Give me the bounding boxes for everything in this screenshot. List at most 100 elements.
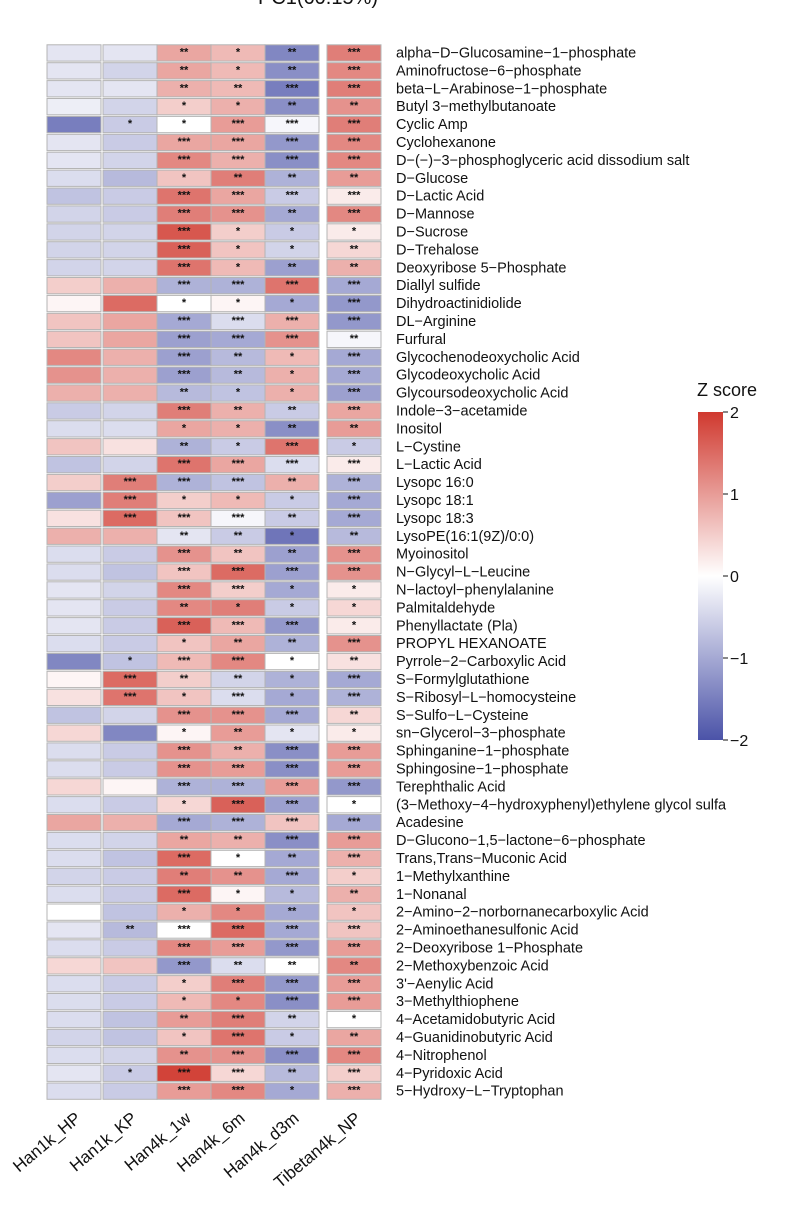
heatmap-cell (46, 849, 102, 868)
row-label: Aminofructose−6−phosphate (396, 63, 581, 79)
heatmap-cell (46, 509, 102, 528)
heatmap-cell (46, 62, 102, 80)
heatmap-cell (46, 115, 102, 134)
significance-mark: *** (286, 279, 300, 291)
heatmap-cell (326, 1064, 382, 1082)
heatmap-cell (46, 742, 102, 760)
heatmap-cell (264, 62, 320, 80)
heatmap-cell (46, 831, 102, 850)
significance-mark: *** (124, 494, 138, 506)
significance-mark: ** (234, 82, 243, 94)
heatmap-cell (264, 670, 320, 689)
significance-mark: *** (348, 1085, 362, 1097)
significance-mark: * (290, 601, 295, 613)
significance-mark: ** (180, 64, 189, 76)
heatmap-cell (46, 1028, 102, 1047)
heatmap-cell (102, 867, 158, 886)
significance-mark: * (352, 870, 357, 882)
legend-colorbar (698, 412, 723, 740)
significance-mark: * (182, 1031, 187, 1043)
significance-mark: * (236, 995, 241, 1007)
heatmap-cell (102, 330, 158, 349)
significance-mark: *** (178, 405, 192, 417)
significance-mark: *** (348, 351, 362, 363)
heatmap-cell (46, 688, 102, 707)
significance-mark: ** (350, 261, 359, 273)
heatmap-cell (326, 581, 382, 599)
significance-mark: *** (232, 154, 246, 166)
significance-mark: *** (178, 709, 192, 721)
heatmap-cell (264, 115, 320, 134)
significance-mark: * (182, 691, 187, 703)
significance-mark: ** (180, 870, 189, 882)
significance-mark: * (236, 494, 241, 506)
heatmap-cell (102, 1028, 158, 1047)
row-label: 4−Pyridoxic Acid (396, 1066, 503, 1082)
legend-tick-label: 1 (730, 487, 739, 504)
significance-mark: *** (178, 816, 192, 828)
heatmap-cell (264, 814, 320, 832)
row-label: N−Glycyl−L−Leucine (396, 565, 530, 581)
significance-mark: ** (288, 422, 297, 434)
row-label: Deoxyribose 5−Phosphate (396, 260, 567, 276)
heatmap-cell (102, 151, 158, 169)
significance-mark: * (290, 226, 295, 238)
heatmap-cell (326, 98, 382, 116)
heatmap-cell (264, 939, 320, 957)
heatmap-cell (264, 545, 320, 563)
significance-mark: *** (348, 1067, 362, 1079)
significance-mark: *** (232, 655, 246, 667)
heatmap-cell (264, 420, 320, 438)
heatmap-cell (102, 563, 158, 581)
significance-mark: * (352, 798, 357, 810)
significance-mark: *** (178, 548, 192, 560)
significance-mark: *** (348, 924, 362, 936)
row-label: Sphinganine−1−phosphate (396, 744, 569, 760)
significance-mark: * (352, 601, 357, 613)
significance-mark: *** (124, 673, 138, 685)
row-label: Glycodeoxycholic Acid (396, 368, 540, 384)
heatmap-cell (102, 205, 158, 223)
heatmap-cell (46, 1082, 102, 1100)
significance-mark: *** (178, 279, 192, 291)
heatmap-cell (264, 652, 320, 671)
significance-mark: *** (232, 279, 246, 291)
significance-mark: ** (350, 1031, 359, 1043)
heatmap-cell (264, 169, 320, 187)
significance-mark: *** (178, 154, 192, 166)
row-label: 3'−Aenylic Acid (396, 976, 493, 992)
significance-mark: *** (286, 136, 300, 148)
significance-mark: * (290, 673, 295, 685)
heatmap-cell (326, 778, 382, 796)
row-label: Myoinositol (396, 547, 469, 563)
heatmap-cell (46, 151, 102, 169)
significance-mark: *** (348, 405, 362, 417)
heatmap-cell (46, 438, 102, 456)
heatmap-cell (326, 80, 382, 98)
significance-mark: *** (232, 566, 246, 578)
legend-ticks: 2 1 0 −1 −2 (723, 405, 748, 750)
significance-mark: *** (178, 226, 192, 238)
significance-mark: *** (178, 190, 192, 202)
heatmap-cell (102, 294, 158, 313)
heatmap-cell (102, 80, 158, 98)
significance-mark: *** (124, 476, 138, 488)
significance-mark: *** (178, 888, 192, 900)
significance-mark: * (236, 601, 241, 613)
heatmap-cell (102, 1046, 158, 1064)
heatmap-cell (264, 277, 320, 295)
heatmap-cell (326, 652, 382, 671)
heatmap-cell (46, 993, 102, 1011)
heatmap-cell (264, 581, 320, 599)
significance-mark: *** (232, 118, 246, 130)
significance-mark: ** (180, 47, 189, 59)
significance-mark: *** (178, 584, 192, 596)
heatmap-cell (264, 867, 320, 886)
legend-tick-label: −1 (730, 651, 748, 668)
significance-mark: ** (234, 673, 243, 685)
heatmap-cell (46, 652, 102, 671)
row-label: Diallyl sulfide (396, 278, 481, 294)
heatmap-cell (264, 957, 320, 975)
heatmap-cell (264, 778, 320, 796)
